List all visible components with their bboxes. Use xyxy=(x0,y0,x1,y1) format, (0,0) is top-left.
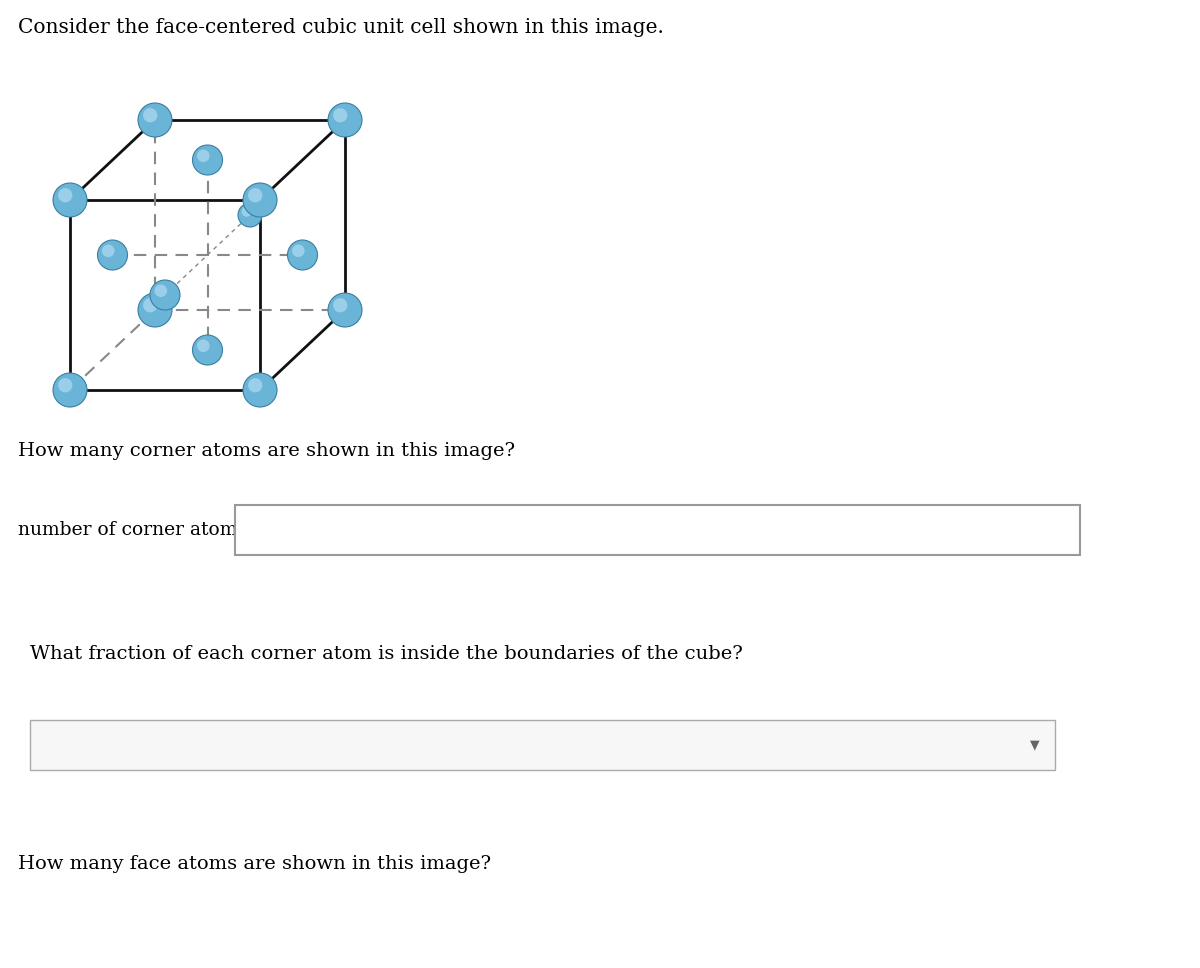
Circle shape xyxy=(150,280,180,310)
Circle shape xyxy=(242,183,277,217)
Circle shape xyxy=(328,293,362,327)
Circle shape xyxy=(97,240,127,270)
Text: ▼: ▼ xyxy=(1031,739,1040,751)
Circle shape xyxy=(102,245,115,257)
Circle shape xyxy=(192,335,222,365)
Circle shape xyxy=(334,108,347,122)
Text: number of corner atoms:: number of corner atoms: xyxy=(18,521,253,539)
Circle shape xyxy=(143,108,157,122)
Circle shape xyxy=(58,188,72,202)
Circle shape xyxy=(288,240,318,270)
Circle shape xyxy=(197,340,210,352)
Bar xyxy=(30,720,1055,770)
Circle shape xyxy=(192,145,222,175)
Circle shape xyxy=(138,103,172,137)
Text: Consider the face-centered cubic unit cell shown in this image.: Consider the face-centered cubic unit ce… xyxy=(18,18,664,37)
Circle shape xyxy=(53,373,88,407)
Circle shape xyxy=(138,293,172,327)
Circle shape xyxy=(248,188,263,202)
Text: How many corner atoms are shown in this image?: How many corner atoms are shown in this … xyxy=(18,442,515,460)
Circle shape xyxy=(53,183,88,217)
Circle shape xyxy=(155,285,167,297)
Circle shape xyxy=(242,373,277,407)
Bar xyxy=(235,505,1080,555)
Circle shape xyxy=(238,203,262,227)
Text: How many face atoms are shown in this image?: How many face atoms are shown in this im… xyxy=(18,855,491,873)
Circle shape xyxy=(197,149,210,162)
Circle shape xyxy=(334,298,347,313)
Circle shape xyxy=(248,378,263,392)
Circle shape xyxy=(328,103,362,137)
Circle shape xyxy=(241,206,252,217)
Circle shape xyxy=(58,378,72,392)
Circle shape xyxy=(143,298,157,313)
Circle shape xyxy=(292,245,305,257)
Text: What fraction of each corner atom is inside the boundaries of the cube?: What fraction of each corner atom is ins… xyxy=(30,645,743,663)
